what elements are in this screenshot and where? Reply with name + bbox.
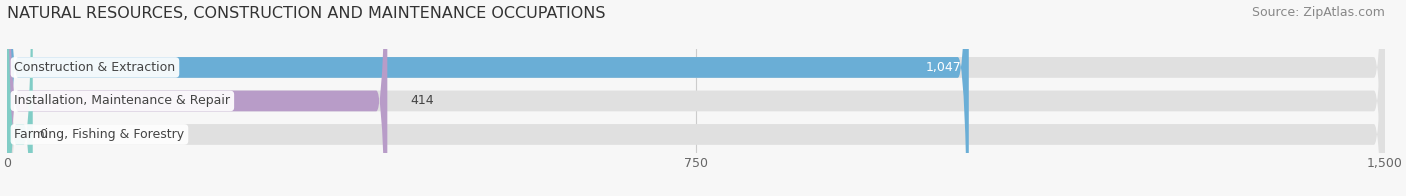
Text: 1,047: 1,047 [925,61,962,74]
FancyBboxPatch shape [7,0,387,196]
Text: Source: ZipAtlas.com: Source: ZipAtlas.com [1251,6,1385,19]
Text: 414: 414 [411,94,434,107]
FancyBboxPatch shape [7,0,32,196]
Text: Installation, Maintenance & Repair: Installation, Maintenance & Repair [14,94,231,107]
FancyBboxPatch shape [7,0,1385,196]
Text: 0: 0 [39,128,48,141]
FancyBboxPatch shape [7,0,969,196]
FancyBboxPatch shape [7,0,1385,196]
FancyBboxPatch shape [7,0,1385,196]
Text: Farming, Fishing & Forestry: Farming, Fishing & Forestry [14,128,184,141]
Text: Construction & Extraction: Construction & Extraction [14,61,176,74]
Text: NATURAL RESOURCES, CONSTRUCTION AND MAINTENANCE OCCUPATIONS: NATURAL RESOURCES, CONSTRUCTION AND MAIN… [7,6,606,21]
